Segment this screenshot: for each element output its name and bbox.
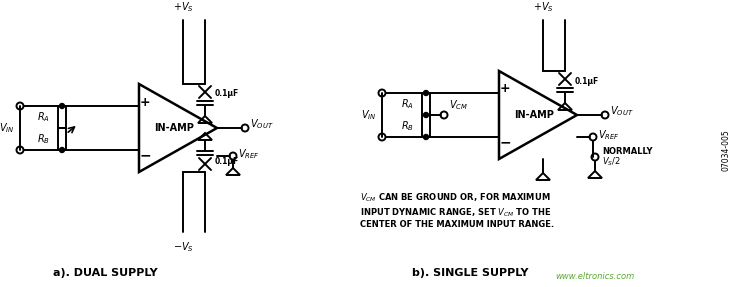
Text: $R_B$: $R_B$ xyxy=(401,119,414,133)
Text: $-V_S$: $-V_S$ xyxy=(173,240,193,254)
Text: 0.1μF: 0.1μF xyxy=(215,158,239,166)
Text: −: − xyxy=(139,148,151,162)
Text: $+V_S$: $+V_S$ xyxy=(173,0,193,14)
Text: a). DUAL SUPPLY: a). DUAL SUPPLY xyxy=(53,268,157,278)
Circle shape xyxy=(424,113,428,117)
Text: $R_A$: $R_A$ xyxy=(37,110,50,124)
Text: $V_{CM}$ CAN BE GROUND OR, FOR MAXIMUM
INPUT DYNAMIC RANGE, SET $V_{CM}$ TO THE
: $V_{CM}$ CAN BE GROUND OR, FOR MAXIMUM I… xyxy=(360,192,554,229)
Text: $R_B$: $R_B$ xyxy=(37,132,50,146)
Circle shape xyxy=(424,90,428,96)
Text: b). SINGLE SUPPLY: b). SINGLE SUPPLY xyxy=(411,268,529,278)
Text: +: + xyxy=(500,82,510,96)
Bar xyxy=(58,128,66,150)
Text: www.eltronics.com: www.eltronics.com xyxy=(555,272,634,281)
Text: NORMALLY: NORMALLY xyxy=(602,148,652,156)
Text: $V_S/2$: $V_S/2$ xyxy=(602,156,621,168)
Text: $R_A$: $R_A$ xyxy=(401,97,414,111)
Text: $+V_S$: $+V_S$ xyxy=(533,0,553,14)
Text: $V_{REF}$: $V_{REF}$ xyxy=(238,147,260,161)
Circle shape xyxy=(59,104,64,108)
Text: $V_{REF}$: $V_{REF}$ xyxy=(598,128,620,142)
Text: +: + xyxy=(140,96,150,108)
Text: $V_{IN}$: $V_{IN}$ xyxy=(362,108,377,122)
Bar xyxy=(422,115,430,137)
Text: −: − xyxy=(499,135,511,149)
Bar xyxy=(58,106,66,128)
Text: 07034-005: 07034-005 xyxy=(722,129,731,171)
Text: $V_{IN}$: $V_{IN}$ xyxy=(0,121,15,135)
Circle shape xyxy=(424,135,428,139)
Bar xyxy=(422,93,430,115)
Text: $V_{OUT}$: $V_{OUT}$ xyxy=(610,104,634,118)
Text: IN-AMP: IN-AMP xyxy=(154,123,194,133)
Circle shape xyxy=(59,148,64,152)
Text: 0.1μF: 0.1μF xyxy=(215,90,239,98)
Text: 0.1μF: 0.1μF xyxy=(575,77,600,86)
Text: IN-AMP: IN-AMP xyxy=(514,110,554,120)
Text: $V_{CM}$: $V_{CM}$ xyxy=(449,98,468,112)
Text: $V_{OUT}$: $V_{OUT}$ xyxy=(250,117,274,131)
